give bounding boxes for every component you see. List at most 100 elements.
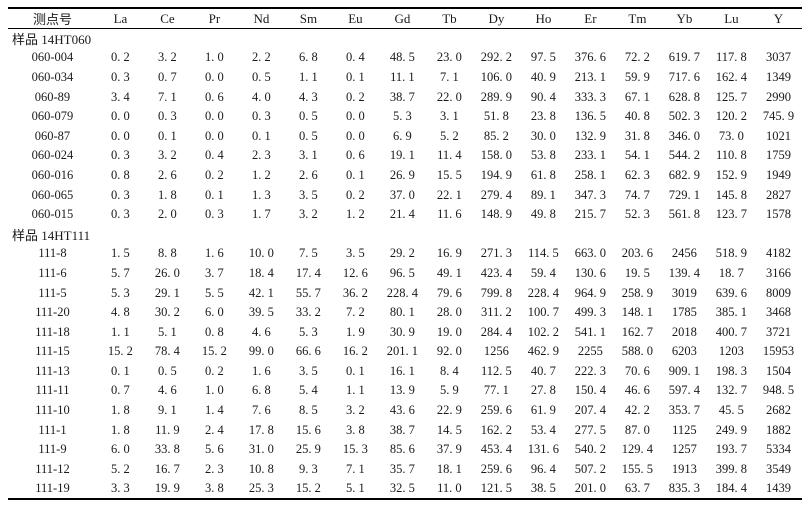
value-cell: 129. 4 xyxy=(621,442,654,457)
value-cell: 1256 xyxy=(483,344,509,359)
value-cell: 1. 6 xyxy=(252,363,271,378)
value-cell: 0. 0 xyxy=(205,109,224,124)
value-cell: 25. 9 xyxy=(295,442,321,457)
table-row: 060-034 0. 3 0. 7 0. 0 0. 5 1. 1 0. 1 11. 1 7. 1… xyxy=(8,68,802,88)
value-cell: 17. 4 xyxy=(295,265,321,280)
value-cell: 1. 0 xyxy=(205,50,224,65)
value-cell: 3. 5 xyxy=(299,363,318,378)
value-cell: 453. 4 xyxy=(480,442,513,457)
value-cell: 87. 0 xyxy=(624,422,650,437)
value-cell: 333. 3 xyxy=(574,89,607,104)
value-cell: 0. 3 xyxy=(158,109,177,124)
value-cell: 5. 5 xyxy=(205,285,224,300)
value-cell: 213. 1 xyxy=(574,69,607,84)
value-cell: 31. 0 xyxy=(248,442,274,457)
column-header: Nd xyxy=(237,8,285,29)
value-cell: 89. 1 xyxy=(530,187,556,202)
value-cell: 15. 2 xyxy=(107,344,133,359)
value-cell: 0. 7 xyxy=(158,69,177,84)
value-cell: 0. 3 xyxy=(111,207,130,222)
value-cell: 114. 5 xyxy=(528,246,559,261)
value-cell: 85. 6 xyxy=(389,442,415,457)
value-cell: 909. 1 xyxy=(668,363,701,378)
value-cell: 1021 xyxy=(765,128,791,143)
value-cell: 376. 6 xyxy=(574,50,607,65)
value-cell: 1439 xyxy=(765,480,791,495)
value-cell: 6203 xyxy=(671,344,697,359)
value-cell: 284. 4 xyxy=(480,324,513,339)
column-header: Y xyxy=(754,8,802,29)
value-cell: 120. 2 xyxy=(715,109,748,124)
value-cell: 289. 9 xyxy=(480,89,513,104)
value-cell: 152. 9 xyxy=(715,167,748,182)
value-cell: 40. 8 xyxy=(624,109,650,124)
value-cell: 201. 0 xyxy=(574,480,607,495)
value-cell: 121. 5 xyxy=(480,480,513,495)
ree-data-table: 测点号 La Ce Pr Nd Sm Eu Gd Tb Dy Ho Er Tm Yb Lu Y 样品 14HT… xyxy=(8,7,802,500)
value-cell: 1. 8 xyxy=(111,422,130,437)
value-cell: 3. 2 xyxy=(158,50,177,65)
value-cell: 7. 6 xyxy=(252,403,271,418)
value-cell: 0. 0 xyxy=(111,128,130,143)
value-cell: 1. 9 xyxy=(346,324,365,339)
point-id-cell: 060-024 xyxy=(31,148,74,163)
value-cell: 132. 7 xyxy=(715,383,748,398)
value-cell: 423. 4 xyxy=(480,265,513,280)
point-id-cell: 060-89 xyxy=(34,89,71,104)
value-cell: 19. 5 xyxy=(624,265,650,280)
value-cell: 17. 8 xyxy=(248,422,274,437)
value-cell: 30. 0 xyxy=(530,128,556,143)
value-cell: 18. 4 xyxy=(248,265,274,280)
value-cell: 45. 5 xyxy=(718,403,744,418)
value-cell: 0. 1 xyxy=(111,363,130,378)
table-row: 060-024 0. 3 3. 2 0. 4 2. 3 3. 1 0. 6 19. 1 11. … xyxy=(8,146,802,166)
value-cell: 0. 1 xyxy=(158,128,177,143)
value-cell: 77. 1 xyxy=(483,383,509,398)
value-cell: 271. 3 xyxy=(480,246,513,261)
value-cell: 43. 6 xyxy=(389,403,415,418)
value-cell: 37. 0 xyxy=(389,187,415,202)
table-row: 060-015 0. 3 2. 0 0. 3 1. 7 3. 2 1. 2 21. 4 11. … xyxy=(8,205,802,225)
value-cell: 3. 5 xyxy=(346,246,365,261)
value-cell: 0. 0 xyxy=(346,128,365,143)
value-cell: 2456 xyxy=(671,246,697,261)
value-cell: 353. 7 xyxy=(668,403,701,418)
value-cell: 385. 1 xyxy=(715,305,748,320)
value-cell: 36. 2 xyxy=(342,285,368,300)
column-header: Eu xyxy=(331,8,379,29)
value-cell: 1504 xyxy=(765,363,791,378)
column-header: Gd xyxy=(378,8,426,29)
value-cell: 90. 4 xyxy=(530,89,556,104)
value-cell: 14. 5 xyxy=(436,422,462,437)
value-cell: 8. 4 xyxy=(440,363,459,378)
value-cell: 37. 9 xyxy=(436,442,462,457)
value-cell: 1. 2 xyxy=(346,207,365,222)
value-cell: 1125 xyxy=(672,422,697,437)
value-cell: 19. 1 xyxy=(389,148,415,163)
value-cell: 16. 7 xyxy=(154,461,180,476)
value-cell: 0. 2 xyxy=(111,50,130,65)
table-row: 060-079 0. 0 0. 3 0. 0 0. 3 0. 5 0. 0 5. 3 3. 1 5… xyxy=(8,107,802,127)
value-cell: 97. 5 xyxy=(530,50,556,65)
table-row: 111-9 6. 0 33. 8 5. 6 31. 0 25. 9 15. 3 85. 6 37… xyxy=(8,440,802,460)
value-cell: 85. 2 xyxy=(483,128,509,143)
column-header: Er xyxy=(566,8,614,29)
value-cell: 964. 9 xyxy=(574,285,607,300)
value-cell: 2. 6 xyxy=(299,167,318,182)
point-id-cell: 111-5 xyxy=(38,285,67,300)
value-cell: 6. 0 xyxy=(205,305,224,320)
value-cell: 0. 1 xyxy=(346,167,365,182)
value-cell: 0. 6 xyxy=(346,148,365,163)
value-cell: 158. 0 xyxy=(480,148,513,163)
value-cell: 1882 xyxy=(765,422,791,437)
value-cell: 292. 2 xyxy=(480,50,513,65)
value-cell: 5. 2 xyxy=(440,128,459,143)
value-cell: 3. 2 xyxy=(299,207,318,222)
value-cell: 502. 3 xyxy=(668,109,701,124)
value-cell: 1. 1 xyxy=(299,69,318,84)
value-cell: 40. 9 xyxy=(530,69,556,84)
value-cell: 0. 0 xyxy=(111,109,130,124)
value-cell: 148. 9 xyxy=(480,207,513,222)
value-cell: 61. 9 xyxy=(530,403,556,418)
